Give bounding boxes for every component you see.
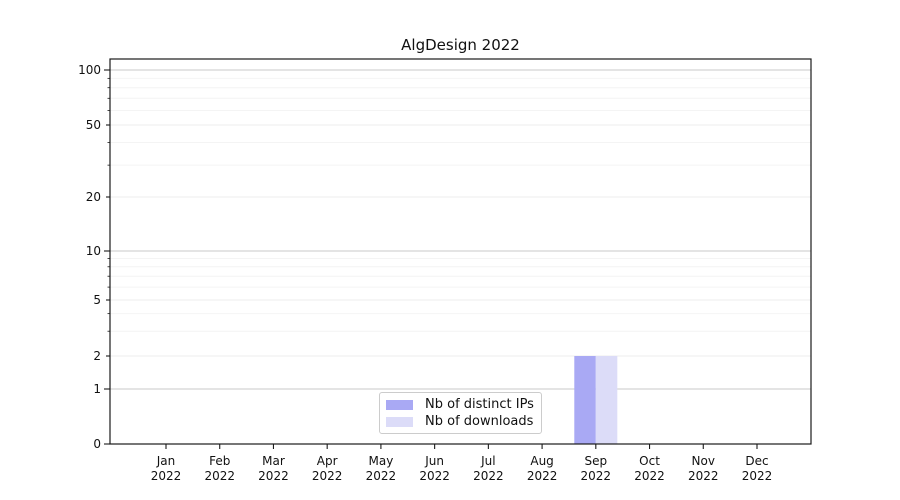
legend-swatch-downloads xyxy=(386,416,413,427)
legend-label-downloads: Nb of downloads xyxy=(425,414,534,429)
y-tick-label: 100 xyxy=(78,63,101,77)
y-tick-label: 50 xyxy=(86,118,101,132)
x-tick-label-month: Feb xyxy=(209,454,230,468)
bar-distinct-ips-sep xyxy=(574,356,596,444)
bar-downloads-sep xyxy=(595,356,618,444)
x-tick-label-year: 2022 xyxy=(258,469,289,483)
x-tick-label-month: Aug xyxy=(530,454,553,468)
y-tick-label: 5 xyxy=(93,293,101,307)
legend: Nb of distinct IPs Nb of downloads xyxy=(379,392,542,434)
x-tick-label-month: Nov xyxy=(692,454,715,468)
x-tick-label-month: Sep xyxy=(585,454,608,468)
legend-label-distinct-ips: Nb of distinct IPs xyxy=(425,397,534,412)
legend-swatch-distinct-ips xyxy=(386,399,413,410)
x-tick-label-month: Oct xyxy=(639,454,660,468)
x-tick-label-year: 2022 xyxy=(634,469,665,483)
y-tick-label: 0 xyxy=(93,437,101,451)
x-tick-label-month: Jan xyxy=(156,454,176,468)
x-tick-label-year: 2022 xyxy=(151,469,182,483)
y-tick-label: 20 xyxy=(86,190,101,204)
y-tick-label: 10 xyxy=(86,244,101,258)
x-tick-label-year: 2022 xyxy=(742,469,773,483)
x-tick-label-year: 2022 xyxy=(527,469,558,483)
x-tick-label-month: Jul xyxy=(480,454,495,468)
x-tick-label-year: 2022 xyxy=(366,469,397,483)
y-tick-label: 1 xyxy=(93,382,101,396)
x-tick-label-year: 2022 xyxy=(419,469,450,483)
x-tick-label-month: Mar xyxy=(262,454,285,468)
x-tick-label-year: 2022 xyxy=(688,469,719,483)
x-tick-label-year: 2022 xyxy=(204,469,235,483)
x-tick-label-year: 2022 xyxy=(312,469,343,483)
x-tick-label-month: Jun xyxy=(424,454,444,468)
x-tick-label-year: 2022 xyxy=(581,469,612,483)
x-tick-label-month: May xyxy=(369,454,394,468)
legend-item-downloads: Nb of downloads xyxy=(386,414,533,429)
x-tick-label-month: Apr xyxy=(317,454,338,468)
x-tick-label-year: 2022 xyxy=(473,469,504,483)
chart-title: AlgDesign 2022 xyxy=(401,36,520,54)
x-tick-label-month: Dec xyxy=(745,454,768,468)
y-tick-label: 2 xyxy=(93,349,101,363)
legend-item-distinct-ips: Nb of distinct IPs xyxy=(386,397,534,412)
